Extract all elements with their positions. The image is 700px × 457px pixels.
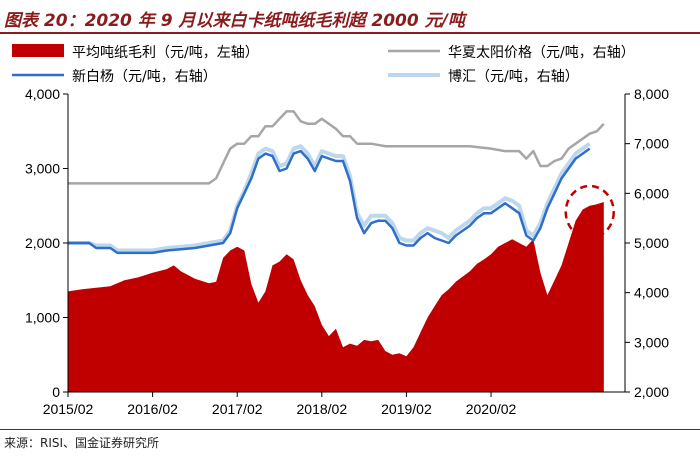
y-right-tick-label: 8,000 — [634, 86, 669, 102]
y-right-tick-label: 5,000 — [634, 235, 669, 251]
legend: 平均吨纸毛利（元/吨，左轴） 华夏太阳价格（元/吨，右轴） 新白杨（元/吨，右轴） 博… — [12, 44, 635, 85]
y-right-tick-label: 2,000 — [634, 384, 669, 400]
plot-area — [68, 110, 615, 392]
y-right-tick-label: 7,000 — [634, 136, 669, 152]
legend-label: 新白杨（元/吨，右轴） — [72, 69, 217, 85]
x-tick-label: 2016/02 — [127, 401, 178, 417]
series-area-margin — [68, 202, 604, 392]
y-right-tick-label: 6,000 — [634, 185, 669, 201]
y-right-tick-label: 3,000 — [634, 334, 669, 350]
y-left-tick-label: 4,000 — [25, 86, 60, 102]
series-line-huaxia — [68, 110, 605, 185]
source-divider — [0, 429, 700, 430]
chart-title: 图表 20：2020 年 9 月以来白卡纸吨纸毛利超 2000 元/吨 — [4, 11, 465, 31]
y-left-tick-label: 1,000 — [25, 310, 60, 326]
x-tick-label: 2019/02 — [381, 401, 432, 417]
axes: 0 1,000 2,000 3,000 4,000 2,000 3,000 4,000 5,00… — [25, 86, 669, 417]
x-tick-label: 2015/02 — [43, 401, 94, 417]
series-line-xinbaiyang — [68, 147, 591, 255]
x-tick-label: 2017/02 — [212, 401, 263, 417]
y-left-tick-label: 3,000 — [25, 161, 60, 177]
x-tick-label: 2020/02 — [466, 401, 517, 417]
y-left-tick-label: 0 — [52, 384, 60, 400]
annotation-ellipse — [564, 184, 615, 240]
y-left-tick-label: 2,000 — [25, 235, 60, 251]
legend-label: 华夏太阳价格（元/吨，右轴） — [448, 45, 635, 61]
source-note: 来源：RISI、国金证券研究所 — [4, 436, 160, 450]
chart: 平均吨纸毛利（元/吨，左轴） 华夏太阳价格（元/吨，右轴） 新白杨（元/吨，右轴） 博… — [12, 44, 669, 417]
legend-label: 博汇（元/吨，右轴） — [448, 68, 579, 85]
annotation-arrowhead — [592, 226, 602, 236]
y-right-tick-label: 4,000 — [634, 285, 669, 301]
title-bar: 图表 20：2020 年 9 月以来白卡纸吨纸毛利超 2000 元/吨 — [0, 0, 700, 34]
x-tick-label: 2018/02 — [297, 401, 348, 417]
legend-label: 平均吨纸毛利（元/吨，左轴） — [72, 45, 259, 61]
legend-swatch-area — [12, 44, 64, 57]
